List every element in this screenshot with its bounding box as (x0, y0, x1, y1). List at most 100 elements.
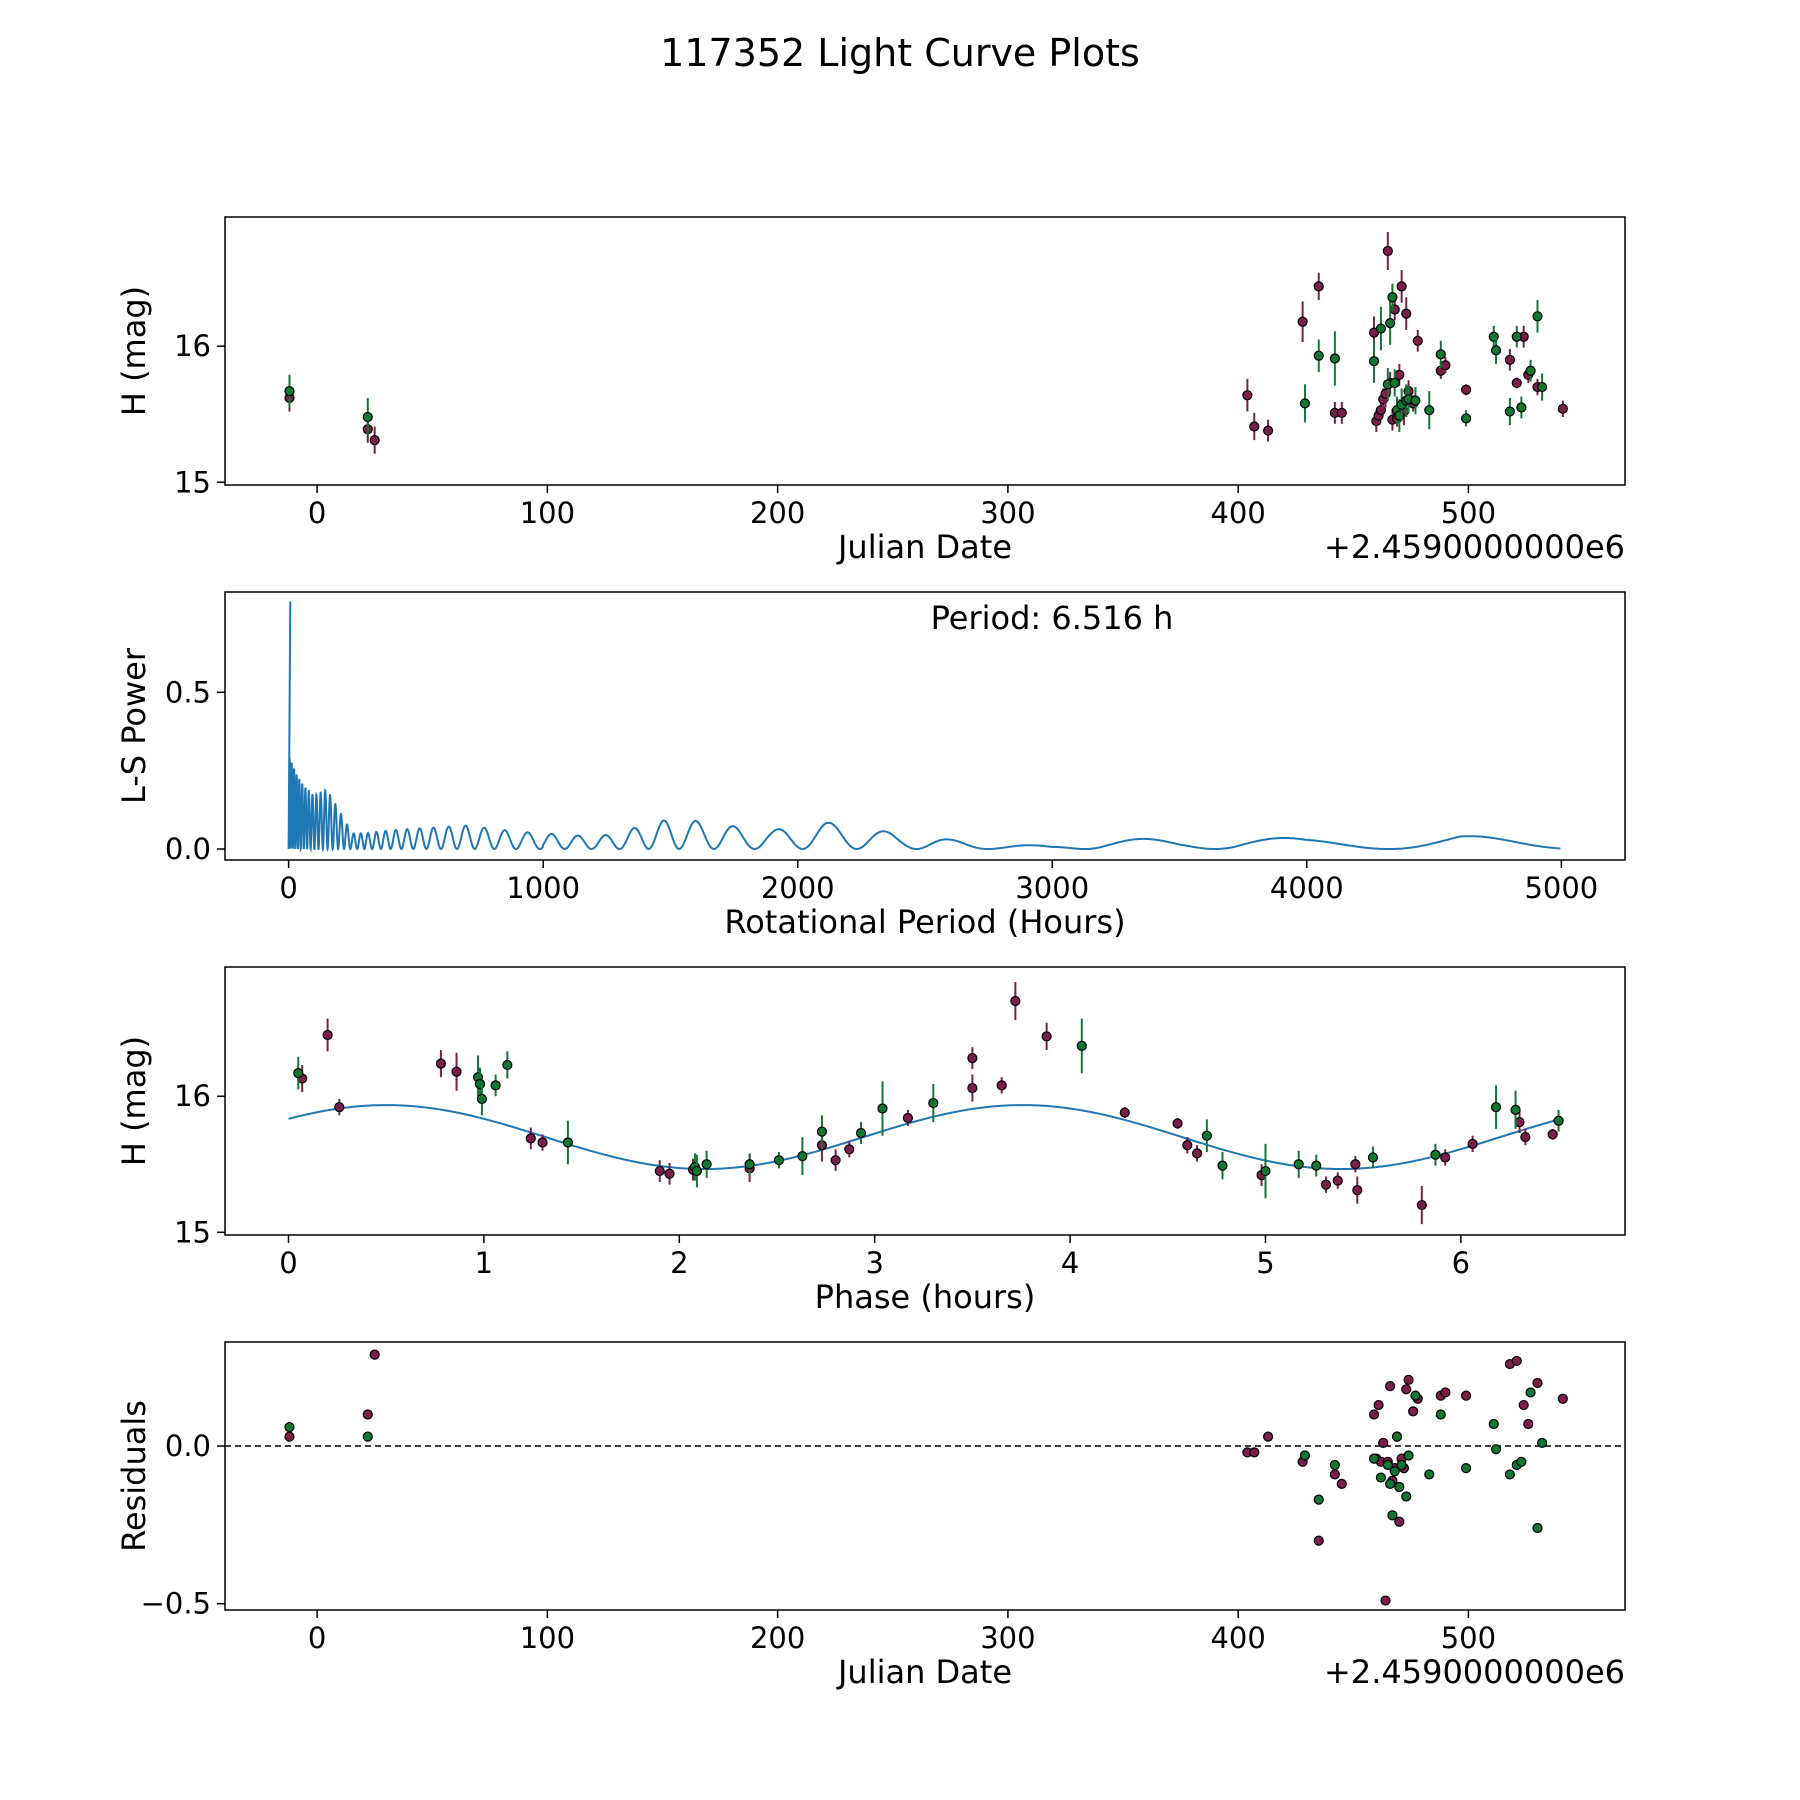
x-offset-text: +2.4590000000e6 (1324, 528, 1625, 566)
data-point (1490, 345, 1502, 356)
data-point (1382, 1459, 1393, 1471)
period-annotation: Period: 6.516 h (931, 599, 1174, 637)
data-point (1389, 377, 1400, 389)
x-tick-label: 400 (1210, 1621, 1265, 1655)
data-point (1119, 1107, 1130, 1118)
x-axis-label: Julian Date (836, 1653, 1012, 1691)
data-point (1435, 349, 1446, 360)
data-point (1440, 360, 1451, 371)
data-point (1525, 1387, 1536, 1398)
data-point (877, 1103, 888, 1114)
data-point (1532, 1522, 1543, 1534)
data-point (1547, 1129, 1558, 1140)
subplot-4: 0 100 200 300 400 500 −0.5 0.0 Julian Date Residu… (115, 1341, 1626, 1691)
data-point (1329, 353, 1340, 364)
data-point (1410, 1390, 1421, 1401)
data-point (830, 1155, 841, 1166)
x-tick-label: 5000 (1524, 871, 1598, 905)
data-point (1262, 425, 1274, 436)
data-point (1313, 281, 1324, 292)
data-point (1424, 1469, 1435, 1480)
data-point (1336, 407, 1347, 418)
data-point (1385, 1381, 1396, 1392)
y-axis-label: L-S Power (115, 647, 153, 804)
data-point (1557, 1393, 1568, 1404)
axes-frame (224, 1341, 1626, 1611)
data-point (1249, 421, 1260, 432)
y-tick-label: −0.5 (141, 1587, 211, 1621)
data-point (1511, 331, 1522, 342)
y-tick-label: 16 (174, 329, 211, 363)
data-point (996, 1080, 1007, 1091)
y-axis-label: H (mag) (115, 286, 153, 416)
data-point (664, 1168, 675, 1179)
data-point (1467, 1138, 1478, 1149)
data-point (1299, 398, 1311, 409)
x-tick-label: 3 (865, 1246, 883, 1280)
y-axis-label: Residuals (115, 1400, 153, 1552)
x-tick-label: 0 (279, 1246, 297, 1280)
data-point (1401, 308, 1412, 319)
data-point (476, 1093, 488, 1105)
data-point (1403, 1450, 1414, 1461)
data-point (1387, 1510, 1398, 1521)
data-point (293, 1068, 304, 1079)
data-point (1201, 1130, 1212, 1141)
data-point (1350, 1159, 1361, 1170)
data-point (1430, 1149, 1441, 1160)
x-tick-label: 1 (475, 1246, 493, 1280)
data-point (1368, 1409, 1380, 1420)
y-tick-label: 16 (174, 1079, 211, 1113)
data-point (1401, 1384, 1412, 1395)
data-point (1352, 1185, 1363, 1196)
data-point (284, 386, 295, 397)
data-point (1375, 323, 1387, 334)
y-tick-label: 0.0 (165, 832, 211, 866)
x-tick-label: 3000 (1015, 871, 1089, 905)
data-point (1490, 1102, 1502, 1113)
x-tick-label: 500 (1441, 1621, 1496, 1655)
data-point (1504, 406, 1515, 417)
data-point (1537, 1437, 1548, 1448)
data-point (1367, 1152, 1379, 1163)
data-point (1172, 1118, 1183, 1129)
data-point (1297, 316, 1308, 327)
x-tick-label: 5 (1256, 1246, 1274, 1280)
data-point (928, 1097, 939, 1109)
plot-area (225, 1349, 1625, 1606)
data-point (1368, 1453, 1380, 1464)
data-point (1182, 1140, 1193, 1151)
data-point (1299, 1450, 1311, 1461)
data-point (362, 1409, 373, 1420)
x-tick-label: 400 (1210, 496, 1265, 530)
data-point (844, 1144, 855, 1155)
data-point (1557, 403, 1568, 414)
figure-title: 117352 Light Curve Plots (660, 31, 1140, 75)
data-point (1217, 1160, 1228, 1171)
data-point (1440, 1152, 1451, 1163)
data-point (490, 1080, 501, 1091)
data-point (1373, 1399, 1384, 1411)
x-tick-label: 4000 (1270, 871, 1344, 905)
data-point (1293, 1159, 1304, 1170)
data-point (1504, 1469, 1515, 1480)
y-tick-label: 0.5 (165, 675, 211, 709)
data-point (1396, 1459, 1407, 1471)
data-point (435, 1058, 447, 1069)
periodogram-line (287, 601, 1561, 853)
data-point (654, 1165, 665, 1177)
data-point (1380, 1595, 1391, 1606)
x-tick-label: 100 (520, 1621, 575, 1655)
data-point (1424, 405, 1435, 416)
axes-frame (224, 216, 1626, 486)
data-point (797, 1150, 808, 1162)
plot-area (287, 601, 1561, 853)
x-tick-label: 1000 (506, 871, 580, 905)
x-offset-text: +2.4590000000e6 (1324, 1653, 1625, 1691)
x-tick-label: 2 (670, 1246, 688, 1280)
data-point (967, 1082, 978, 1094)
data-point (1394, 1516, 1405, 1527)
x-tick-label: 2000 (761, 871, 835, 905)
